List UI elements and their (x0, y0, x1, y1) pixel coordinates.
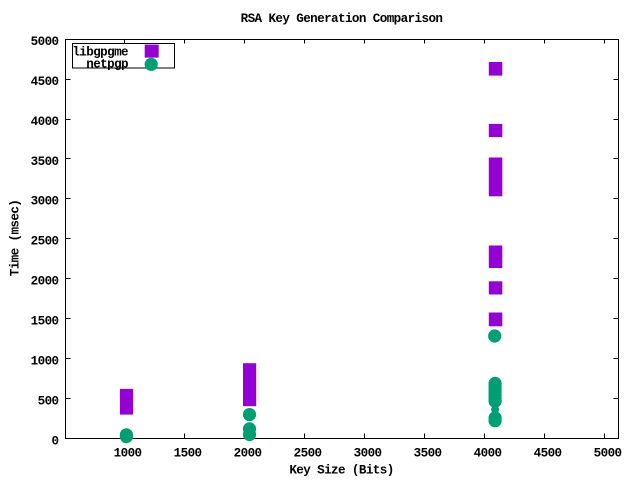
svg-text:4000: 4000 (31, 115, 59, 129)
svg-text:2500: 2500 (31, 235, 59, 249)
svg-text:Time (msec): Time (msec) (9, 200, 23, 277)
svg-text:libgpgme: libgpgme (72, 45, 128, 59)
svg-text:4500: 4500 (31, 75, 59, 89)
svg-text:Key Size (Bits): Key Size (Bits) (289, 464, 393, 478)
svg-text:RSA Key Generation Comparison: RSA Key Generation Comparison (241, 12, 443, 26)
svg-text:1000: 1000 (31, 354, 59, 368)
svg-text:2500: 2500 (294, 447, 322, 461)
svg-text:500: 500 (38, 394, 59, 408)
svg-text:1000: 1000 (114, 447, 142, 461)
svg-text:netpgp: netpgp (86, 58, 128, 72)
svg-text:1500: 1500 (174, 447, 202, 461)
svg-text:0: 0 (52, 434, 59, 448)
svg-text:4000: 4000 (474, 447, 502, 461)
svg-text:3500: 3500 (31, 155, 59, 169)
svg-text:3500: 3500 (414, 447, 442, 461)
svg-text:3000: 3000 (31, 195, 59, 209)
svg-text:4500: 4500 (534, 447, 562, 461)
svg-text:5000: 5000 (31, 35, 59, 49)
svg-text:5000: 5000 (594, 447, 622, 461)
svg-text:1500: 1500 (31, 315, 59, 329)
svg-text:2000: 2000 (31, 275, 59, 289)
svg-text:2000: 2000 (234, 447, 262, 461)
svg-text:3000: 3000 (354, 447, 382, 461)
